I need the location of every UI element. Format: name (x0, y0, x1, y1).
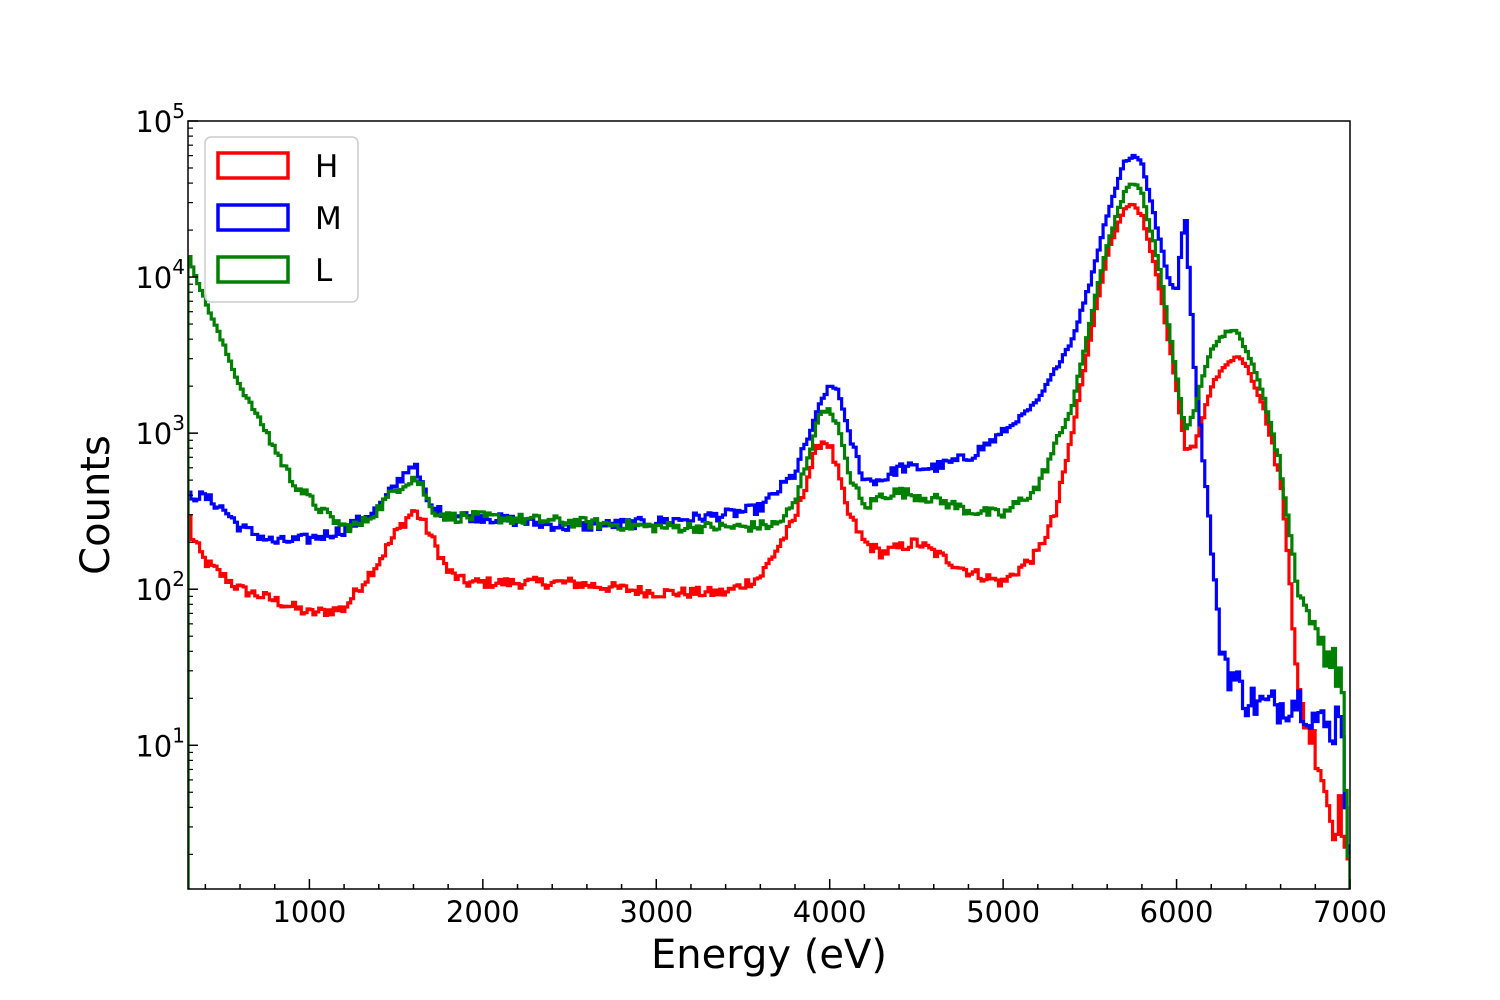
legend-label-h: H (315, 149, 338, 185)
x-tick-label: 1000 (272, 895, 346, 929)
y-tick-label: 102 (135, 567, 185, 607)
series-line-l (188, 182, 1350, 889)
x-tick-label: 2000 (446, 895, 520, 929)
x-tick-label: 7000 (1313, 895, 1387, 929)
legend-swatch-l (216, 255, 290, 284)
series-line-h (188, 202, 1350, 889)
y-axis-title: Counts (73, 435, 119, 575)
series-layer (188, 153, 1350, 889)
x-axis-title: Energy (eV) (651, 932, 887, 978)
legend-label-m: M (315, 201, 342, 237)
y-tick-label: 103 (135, 411, 185, 451)
x-tick-label: 6000 (1140, 895, 1214, 929)
x-axis: 1000 2000 3000 4000 5000 6000 7000 (204, 879, 1387, 929)
y-tick-label: 104 (135, 255, 185, 295)
legend-swatch-m (216, 203, 290, 232)
x-tick-label: 5000 (966, 895, 1040, 929)
legend-label-l: L (315, 253, 333, 289)
plot-frame (187, 120, 1351, 890)
legend-swatch-h (216, 151, 290, 180)
y-axis: 101 102 103 104 105 (135, 99, 198, 855)
legend: H M L (204, 136, 359, 303)
x-tick-label: 3000 (619, 895, 693, 929)
y-tick-label: 105 (135, 99, 185, 139)
y-tick-label: 101 (135, 723, 185, 763)
x-tick-label: 4000 (793, 895, 867, 929)
